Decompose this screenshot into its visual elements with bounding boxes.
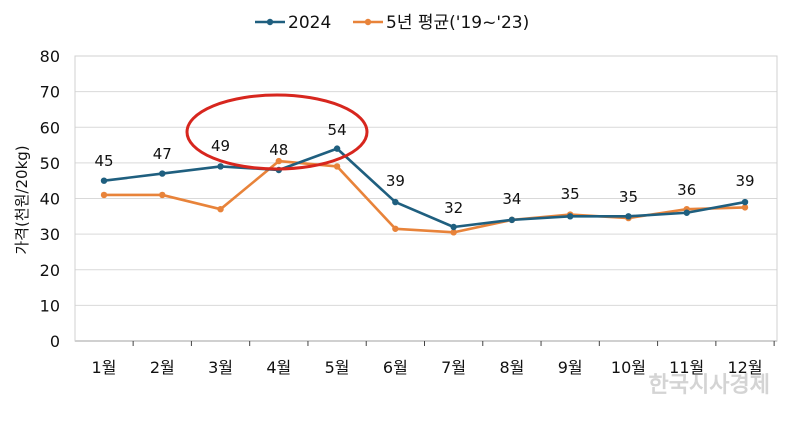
x-tick-label: 1월 [92, 358, 117, 377]
data-label: 34 [502, 190, 521, 208]
data-point [159, 191, 166, 199]
x-tick-label: 12월 [727, 358, 762, 377]
data-point [566, 213, 574, 220]
x-tick-label: 10월 [611, 358, 646, 377]
legend-swatch-marker [266, 18, 274, 26]
legend-swatch-marker [364, 18, 372, 26]
data-point [100, 177, 108, 184]
data-point [450, 223, 457, 231]
data-point [159, 170, 166, 177]
data-label: 54 [328, 121, 347, 139]
data-point [450, 229, 457, 236]
legend-item: 5년 평균('19~'23) [353, 13, 529, 33]
data-point [275, 157, 283, 165]
legend-label: 5년 평균('19~'23) [386, 13, 529, 33]
y-tick-label: 80 [40, 47, 60, 66]
gridlines [74, 55, 778, 342]
y-axis-title: 가격(천원/20kg) [13, 145, 31, 254]
y-tick-label: 20 [40, 261, 60, 280]
y-tick-label: 50 [40, 154, 60, 173]
x-tick-label: 7월 [441, 358, 466, 377]
series-line [104, 159, 746, 234]
data-label: 39 [735, 172, 754, 190]
data-point [217, 205, 224, 213]
data-label: 32 [444, 199, 463, 217]
y-tick-label: 0 [50, 332, 60, 351]
highlight-ellipse [185, 93, 369, 171]
data-point [392, 225, 399, 232]
data-point [217, 163, 224, 170]
x-tick-label: 4월 [266, 358, 291, 377]
data-label: 48 [269, 141, 288, 159]
data-label: 36 [677, 181, 696, 199]
x-tick-label: 5월 [325, 358, 350, 377]
annotation [185, 93, 369, 171]
y-tick-label: 70 [40, 83, 60, 102]
x-tick-label: 8월 [499, 358, 524, 377]
data-label: 39 [386, 172, 405, 190]
data-point [741, 204, 749, 211]
x-tick-label: 2월 [150, 358, 175, 377]
series-line [103, 147, 746, 229]
x-tick-label: 3월 [208, 358, 233, 377]
data-label: 35 [561, 185, 580, 203]
data-point [683, 209, 690, 216]
plot-border [74, 55, 778, 342]
y-axis-ticks: 0 10 20 30 40 50 60 70 80 [40, 47, 60, 351]
data-point [333, 145, 341, 152]
data-point [741, 198, 749, 206]
data-label: 35 [619, 188, 638, 206]
y-tick-label: 30 [40, 225, 60, 244]
x-axis-ticks: 1월 2월 3월 4월 5월 6월 7월 8월 9월 10월 11월 12월 [92, 341, 775, 377]
data-label: 45 [94, 152, 113, 170]
data-point [625, 213, 632, 220]
legend: 2024 5년 평균('19~'23) [255, 13, 529, 33]
data-labels: 45 47 49 48 54 39 32 34 35 35 36 39 [94, 121, 754, 217]
x-tick-label: 11월 [669, 358, 704, 377]
watermark: 한국시사경제 [649, 373, 770, 398]
data-label: 47 [153, 145, 172, 163]
x-tick-label: 6월 [383, 358, 408, 377]
data-label: 49 [211, 137, 230, 155]
data-point [333, 163, 341, 170]
y-tick-label: 40 [40, 190, 60, 209]
data-point [392, 198, 399, 206]
y-tick-label: 60 [40, 118, 60, 137]
y-tick-label: 10 [40, 296, 60, 315]
series-group [100, 145, 749, 236]
x-tick-label: 9월 [558, 358, 583, 377]
data-point [100, 191, 108, 199]
legend-item: 2024 [255, 13, 331, 33]
data-point [508, 216, 516, 224]
legend-label: 2024 [288, 13, 331, 33]
